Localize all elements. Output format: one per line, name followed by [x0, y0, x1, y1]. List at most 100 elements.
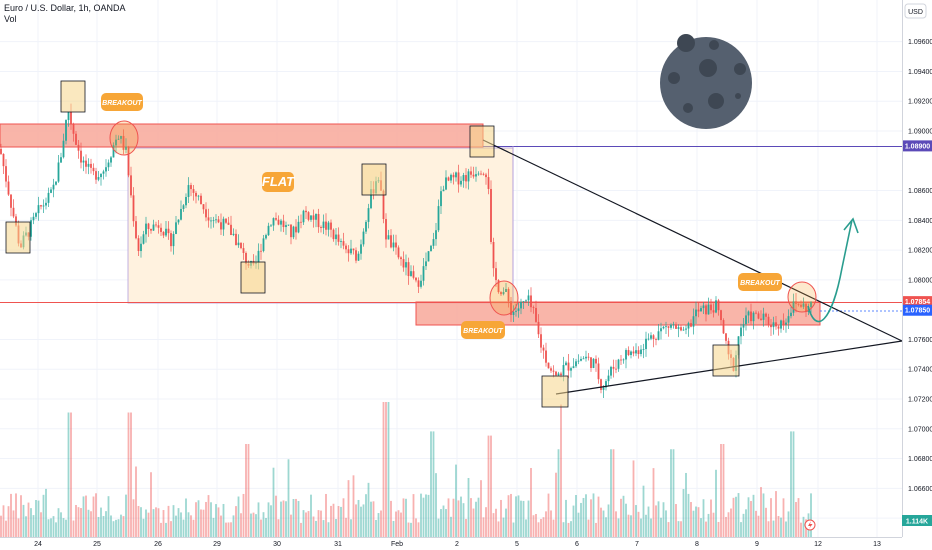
candle-body	[512, 311, 515, 315]
candle-body	[790, 312, 792, 317]
volume-bar	[365, 494, 367, 537]
candle-body	[275, 218, 277, 220]
volume-bar	[777, 516, 780, 537]
volume-bar	[727, 512, 730, 537]
candle-body	[700, 308, 702, 312]
candle-body	[495, 268, 497, 281]
volume-bar	[172, 505, 175, 537]
candle-body	[465, 175, 467, 182]
candle-body	[125, 146, 127, 150]
candle-body	[37, 205, 40, 214]
flat-range-box	[127, 147, 514, 304]
candle-body	[630, 351, 632, 356]
volume-bar	[322, 520, 325, 537]
volume-bar	[275, 495, 277, 537]
volume-bar	[800, 522, 802, 537]
volume-bar	[40, 512, 42, 537]
candle-body	[417, 280, 420, 287]
candle-body	[215, 219, 217, 221]
candle-body	[787, 316, 790, 323]
candle-body	[367, 208, 370, 222]
volume-bar	[712, 512, 715, 537]
candle-body	[432, 239, 435, 246]
volume-bar	[297, 501, 300, 537]
candle-body	[165, 228, 167, 236]
volume-bar	[25, 516, 27, 537]
volume-bar	[162, 510, 165, 537]
volume-bar	[797, 498, 800, 537]
candle-body	[260, 250, 262, 252]
volume-bar	[432, 431, 435, 537]
candle-body	[552, 370, 555, 372]
candle-body	[340, 241, 342, 242]
x-tick-label: 12	[814, 541, 822, 548]
volume-bar	[232, 515, 235, 537]
currency-badge[interactable]: USD	[908, 9, 923, 16]
breakout-circle-2	[489, 280, 519, 316]
candle-body	[570, 368, 572, 371]
volume-bar	[587, 519, 590, 537]
candle-body	[310, 215, 312, 220]
volume-bar	[795, 502, 797, 537]
price-tag-box-1	[903, 296, 932, 308]
volume-bar	[695, 506, 697, 537]
candle-body	[437, 206, 440, 231]
volume-bar	[452, 498, 455, 537]
volume-bar	[302, 510, 305, 537]
candle-body	[625, 350, 627, 360]
volume-bar	[177, 508, 180, 537]
volume-bar	[330, 505, 332, 537]
volume-bar	[650, 518, 652, 537]
volume-bar	[545, 511, 547, 537]
volume-bar	[772, 520, 775, 537]
volume-bar	[167, 505, 170, 537]
volume-bar	[120, 514, 122, 537]
volume-bar	[10, 493, 12, 537]
x-tick-label: 29	[213, 541, 221, 548]
candle-body	[745, 315, 747, 325]
currency-badge-box[interactable]	[904, 3, 927, 19]
volume-bar	[147, 512, 150, 537]
candle-body	[347, 249, 350, 254]
candle-body	[615, 368, 617, 370]
volume-bar	[137, 505, 140, 537]
volume-bar	[627, 514, 630, 537]
volume-bar	[790, 431, 792, 537]
volume-bar	[47, 519, 50, 537]
candle-body	[797, 303, 800, 305]
swing-box-1	[5, 221, 31, 254]
candle-body	[645, 338, 647, 350]
y-tick-label: 1.09600	[908, 39, 932, 46]
volume-bar	[557, 449, 560, 537]
candle-body	[57, 162, 60, 182]
volume-bar	[320, 510, 322, 537]
x-tick-label: 24	[34, 541, 42, 548]
volume-bar	[247, 444, 250, 537]
volume-bar	[725, 516, 727, 537]
candle-body	[15, 216, 17, 226]
volume-bar	[160, 522, 162, 537]
candle-body	[175, 222, 177, 234]
candle-body	[292, 226, 295, 238]
candle-body	[187, 185, 190, 198]
volume-bar	[672, 449, 675, 537]
volume-bar	[205, 501, 207, 537]
volume-bar	[72, 520, 75, 537]
candle-body	[150, 228, 152, 231]
candle-body	[312, 215, 315, 220]
y-tick-label: 1.06800	[908, 456, 932, 463]
volume-bar	[530, 467, 532, 537]
volume-bar	[82, 496, 85, 537]
volume-bar	[742, 513, 745, 537]
candle-body	[360, 244, 362, 254]
candle-body	[317, 214, 320, 228]
candle-body	[105, 167, 107, 172]
candle-body	[525, 300, 527, 302]
candle-body	[725, 333, 727, 341]
candle-body	[717, 300, 720, 311]
candle-body	[627, 350, 630, 356]
candle-body	[162, 231, 165, 236]
price-tag-2: 1.07850	[905, 308, 930, 315]
volume-bar	[355, 504, 357, 537]
